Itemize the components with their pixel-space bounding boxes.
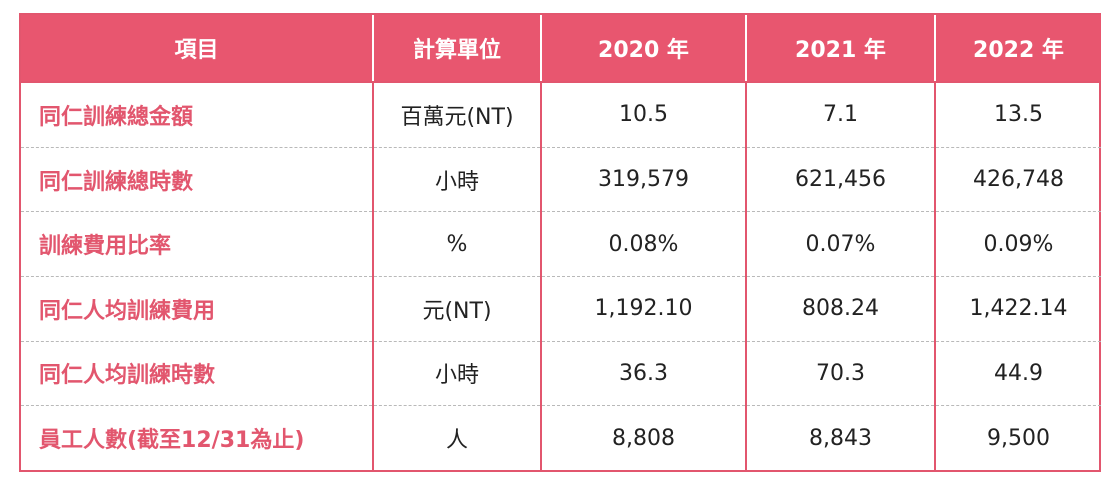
row-value-2021: 621,456 [745, 147, 936, 213]
table-body: 同仁訓練總金額 百萬元(NT) 10.5 7.1 13.5 同仁訓練總時數 小時… [21, 82, 1101, 470]
header-year-2021: 2021 年 [745, 15, 936, 83]
table-row: 同仁人均訓練費用 元(NT) 1,192.10 808.24 1,422.14 [21, 276, 1101, 342]
table-row: 同仁人均訓練時數 小時 36.3 70.3 44.9 [21, 341, 1101, 407]
header-item: 項目 [21, 15, 374, 83]
row-value-2020: 10.5 [540, 82, 747, 148]
row-value-2022: 13.5 [934, 82, 1101, 148]
row-item-label: 同仁訓練總金額 [21, 82, 374, 148]
training-stats-table-container: 項目 計算單位 2020 年 2021 年 2022 年 同仁訓練總金額 百萬元… [19, 13, 1101, 472]
row-value-2021: 0.07% [745, 211, 936, 277]
header-year-2020: 2020 年 [540, 15, 747, 83]
row-item-label: 訓練費用比率 [21, 211, 374, 277]
row-item-label: 同仁訓練總時數 [21, 147, 374, 213]
row-value-2020: 8,808 [540, 405, 747, 470]
row-value-2022: 1,422.14 [934, 276, 1101, 342]
table-row: 同仁訓練總金額 百萬元(NT) 10.5 7.1 13.5 [21, 82, 1101, 148]
row-value-2020: 1,192.10 [540, 276, 747, 342]
row-value-2021: 8,843 [745, 405, 936, 470]
row-unit: 人 [372, 405, 542, 470]
row-item-label: 同仁人均訓練時數 [21, 341, 374, 407]
row-item-label: 員工人數(截至12/31為止) [21, 405, 374, 470]
row-unit: 小時 [372, 147, 542, 213]
header-unit: 計算單位 [372, 15, 542, 83]
row-value-2020: 36.3 [540, 341, 747, 407]
row-unit: 百萬元(NT) [372, 82, 542, 148]
row-value-2022: 44.9 [934, 341, 1101, 407]
row-value-2022: 0.09% [934, 211, 1101, 277]
row-value-2020: 319,579 [540, 147, 747, 213]
row-unit: 元(NT) [372, 276, 542, 342]
training-stats-table: 項目 計算單位 2020 年 2021 年 2022 年 同仁訓練總金額 百萬元… [21, 15, 1101, 470]
row-unit: 小時 [372, 341, 542, 407]
row-value-2022: 426,748 [934, 147, 1101, 213]
row-item-label: 同仁人均訓練費用 [21, 276, 374, 342]
table-row: 訓練費用比率 % 0.08% 0.07% 0.09% [21, 211, 1101, 277]
row-value-2021: 7.1 [745, 82, 936, 148]
row-value-2021: 70.3 [745, 341, 936, 407]
table-row: 同仁訓練總時數 小時 319,579 621,456 426,748 [21, 147, 1101, 213]
row-unit: % [372, 211, 542, 277]
header-year-2022: 2022 年 [934, 15, 1101, 83]
table-header: 項目 計算單位 2020 年 2021 年 2022 年 [21, 15, 1101, 83]
header-row: 項目 計算單位 2020 年 2021 年 2022 年 [21, 15, 1101, 83]
table-row: 員工人數(截至12/31為止) 人 8,808 8,843 9,500 [21, 405, 1101, 470]
row-value-2021: 808.24 [745, 276, 936, 342]
row-value-2022: 9,500 [934, 405, 1101, 470]
row-value-2020: 0.08% [540, 211, 747, 277]
